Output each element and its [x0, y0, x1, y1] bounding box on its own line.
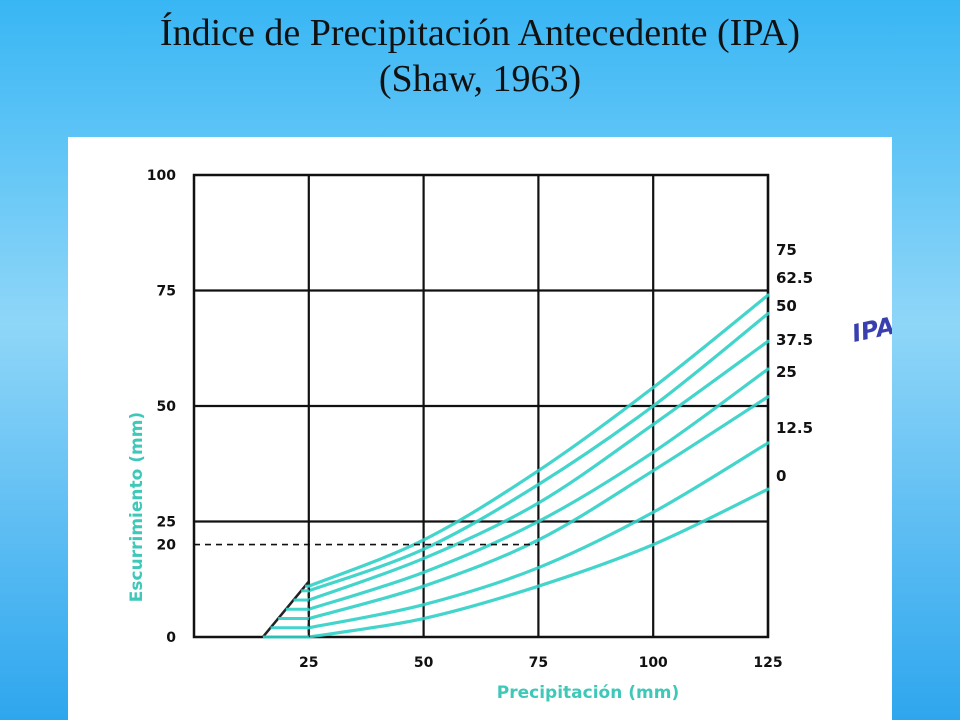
start-hatch [261, 580, 311, 639]
y-tick-label-75: 75 [157, 284, 176, 300]
y-tick-label-50: 50 [157, 399, 177, 415]
page-title: Índice de Precipitación Antecedente (IPA… [0, 10, 960, 102]
grid [192, 173, 770, 639]
title-line-1: Índice de Precipitación Antecedente (IPA… [159, 12, 801, 54]
chart-panel: 0 20 25 50 75 100 25 50 75 100 125 75 62.5 50 37.5 25 1… [68, 137, 892, 720]
series-label-0: 0 [776, 467, 786, 485]
curve-ipa-25 [307, 395, 770, 621]
x-tick-label-75: 75 [529, 655, 548, 671]
tick-labels: 0 20 25 50 75 100 25 50 75 100 125 [147, 168, 783, 671]
series-labels: 75 62.5 50 37.5 25 12.5 0 [776, 241, 813, 485]
y-axis-label: Escurrimiento (mm) [127, 412, 147, 602]
series-label-50: 50 [776, 297, 797, 315]
series-label-37-5: 37.5 [776, 331, 813, 349]
legend-title-ipa: IPA [849, 312, 892, 348]
curve-ipa-12-5 [307, 441, 770, 630]
y-tick-label-100: 100 [147, 168, 176, 184]
curve-ipa-62-5 [307, 312, 770, 593]
curves [307, 293, 770, 639]
ipa-chart: 0 20 25 50 75 100 25 50 75 100 125 75 62.5 50 37.5 25 1… [127, 168, 892, 703]
x-tick-label-125: 125 [753, 655, 782, 671]
curve-ipa-37-5 [307, 367, 770, 611]
x-tick-label-50: 50 [414, 655, 434, 671]
y-tick-label-0: 0 [166, 630, 176, 646]
curve-ipa-50 [307, 339, 770, 602]
x-axis-label: Precipitación (mm) [497, 683, 679, 703]
series-label-75: 75 [776, 241, 797, 259]
y-tick-label-20: 20 [157, 538, 177, 554]
y-tick-label-25: 25 [157, 515, 176, 531]
x-tick-label-100: 100 [639, 655, 668, 671]
title-line-2: (Shaw, 1963) [378, 58, 582, 100]
series-label-62-5: 62.5 [776, 269, 813, 287]
curve-ipa-75 [307, 293, 770, 588]
curve-ipa-0 [307, 487, 770, 639]
series-label-12-5: 12.5 [776, 419, 813, 437]
x-tick-label-25: 25 [299, 655, 318, 671]
series-label-25: 25 [776, 363, 797, 381]
